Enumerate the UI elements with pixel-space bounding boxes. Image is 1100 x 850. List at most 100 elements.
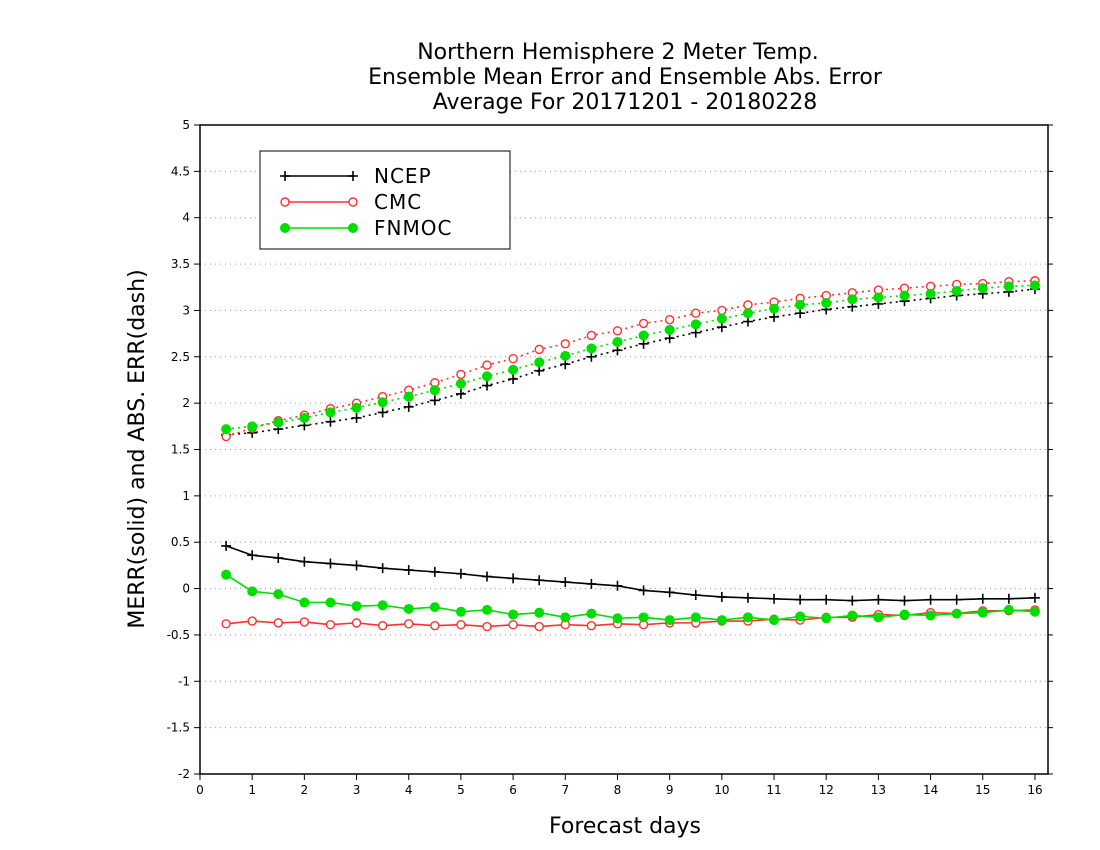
mean-error-point: [638, 612, 649, 623]
mean-error-point: [821, 613, 832, 624]
x-tick-label: 2: [301, 783, 309, 797]
legend-entry-ncep: NCEP: [280, 164, 432, 188]
mean-error-point: [951, 608, 962, 619]
mean-error-point: [769, 593, 780, 604]
legend-marker-start: [280, 197, 290, 207]
legend-entry-cmc: CMC: [280, 190, 421, 214]
abs-error-point: [795, 308, 806, 319]
abs-error-point: [925, 288, 936, 299]
abs-error-point: [534, 365, 545, 376]
mean-error-point: [404, 619, 414, 629]
abs-error-point: [482, 360, 492, 370]
mean-error-point: [847, 595, 858, 606]
mean-error-point: [482, 621, 492, 632]
abs-error-point: [691, 308, 701, 318]
abs-error-point: [377, 397, 388, 408]
abs-error-point: [221, 424, 232, 435]
mean-error-point: [951, 594, 962, 605]
abs-error-point: [899, 290, 910, 301]
abs-error-point: [664, 324, 675, 335]
mean-error-point: [716, 591, 727, 602]
x-tick-label: 1: [248, 783, 256, 797]
abs-error-point: [482, 380, 493, 391]
mean-error-point: [508, 620, 518, 630]
title-line-2: Ensemble Mean Error and Ensemble Abs. Er…: [368, 65, 883, 90]
mean-error-point: [873, 612, 884, 623]
mean-error-point: [351, 560, 362, 571]
mean-error-point: [351, 618, 362, 628]
mean-error-point: [221, 540, 232, 551]
abs-error-point: [299, 412, 310, 423]
abs-error-line: [226, 284, 1035, 430]
abs-error-point: [351, 412, 362, 423]
mean-error-point: [273, 618, 283, 628]
y-tick-label: -0.5: [167, 628, 190, 642]
mean-error-point: [1003, 604, 1014, 615]
y-tick-label: 2.5: [171, 350, 190, 364]
y-axis: -2 -1.5 -1 -0.5 0 0.5 1 1.5 2 2.5 3 3.5 4 4.5 5: [167, 118, 1053, 781]
legend-entry-fnmoc: FNMOC: [280, 216, 452, 240]
abs-error-point: [325, 416, 336, 427]
abs-error-point: [612, 345, 623, 356]
mean-error-point: [247, 586, 258, 597]
y-tick-label: 5: [182, 118, 190, 132]
mean-error-point: [795, 594, 806, 605]
mean-error-point: [899, 609, 910, 620]
abs-error-point: [534, 344, 544, 355]
mean-error-point: [403, 565, 414, 576]
mean-error-point: [925, 594, 936, 605]
mean-error-line: [225, 573, 1036, 621]
x-tick-label: 13: [871, 783, 886, 797]
mean-error-point: [377, 600, 388, 611]
y-tick-label: 0.5: [171, 535, 190, 549]
x-tick-label: 12: [819, 783, 834, 797]
mean-error-point: [455, 568, 466, 579]
abs-error-point: [508, 353, 518, 364]
mean-error-point: [847, 610, 858, 621]
y-axis-label: MERR(solid) and ABS. ERR(dash): [125, 269, 150, 628]
mean-error-point: [586, 608, 597, 619]
abs-error-point: [717, 305, 727, 316]
legend-marker-end: [348, 197, 358, 207]
title-line-3: Average For 20171201 - 20180228: [433, 90, 818, 115]
legend-label: FNMOC: [374, 216, 452, 240]
x-tick-label: 10: [714, 783, 729, 797]
abs-error-point: [508, 364, 519, 375]
mean-error-point: [273, 552, 284, 563]
abs-error-point: [560, 359, 571, 370]
mean-error-point: [873, 594, 884, 605]
abs-error-point: [821, 298, 832, 309]
mean-error-point: [403, 603, 414, 614]
mean-error-point: [821, 594, 832, 605]
mean-error-point: [299, 556, 310, 567]
series-fnmoc-mean-error: [221, 569, 1040, 626]
x-tick-label: 14: [923, 783, 938, 797]
y-tick-label: -2: [178, 767, 190, 781]
x-tick-label: 3: [353, 783, 361, 797]
mean-error-point: [1003, 593, 1014, 604]
mean-error-point: [586, 578, 597, 589]
mean-error-point: [351, 601, 362, 612]
abs-error-point: [690, 327, 701, 338]
abs-error-point: [455, 388, 466, 399]
y-tick-label: 3.5: [171, 257, 190, 271]
mean-error-point: [769, 615, 780, 626]
mean-error-point: [612, 613, 623, 624]
abs-error-point: [769, 311, 780, 322]
title-line-1: Northern Hemisphere 2 Meter Temp.: [417, 40, 819, 65]
x-tick-label: 7: [561, 783, 569, 797]
abs-error-point: [482, 371, 493, 382]
y-tick-label: 1.5: [171, 443, 190, 457]
legend-marker-start: [280, 171, 290, 181]
mean-error-point: [586, 620, 597, 631]
mean-error-point: [273, 589, 284, 600]
mean-error-point: [247, 616, 257, 626]
abs-error-point: [743, 300, 753, 310]
abs-error-point: [612, 326, 623, 336]
mean-error-point: [455, 606, 466, 617]
abs-error-point: [1029, 280, 1040, 291]
chart-title: Northern Hemisphere 2 Meter Temp. Ensemb…: [368, 40, 883, 115]
legend-label: NCEP: [374, 164, 432, 188]
